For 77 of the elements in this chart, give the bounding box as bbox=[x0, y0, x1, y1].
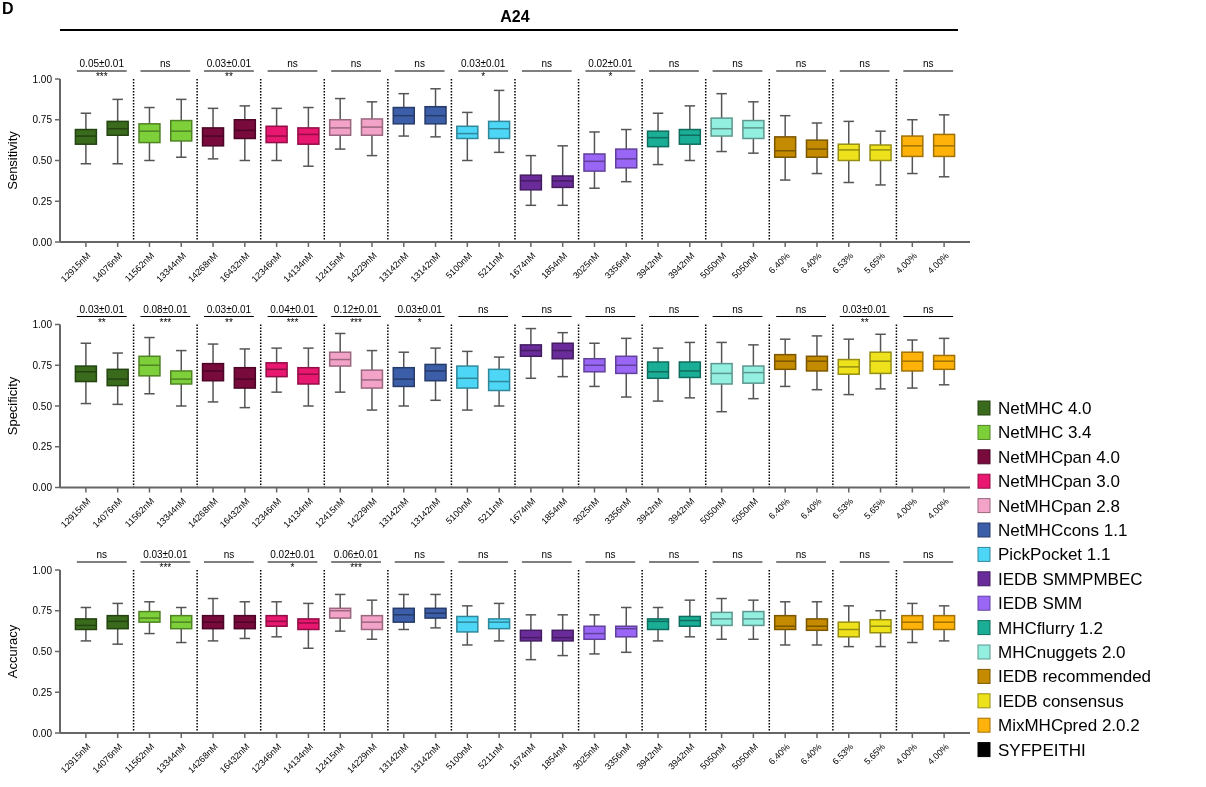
text: ns bbox=[668, 549, 680, 560]
y-tick-label: 1.00 bbox=[32, 319, 53, 330]
y-tick-label: 0.75 bbox=[32, 359, 53, 371]
text: ns bbox=[605, 549, 616, 560]
y-tick-label: 1.00 bbox=[32, 73, 53, 85]
text: ns bbox=[922, 58, 934, 69]
chart-subtitle: D bbox=[2, 0, 14, 17]
legend-label: NetMHCcons 1.1 bbox=[998, 520, 1128, 540]
legend-label: PickPocket 1.1 bbox=[998, 545, 1111, 565]
text: ns bbox=[287, 58, 298, 69]
y-tick-label: 0.25 bbox=[32, 195, 53, 207]
legend-label: NetMHC 3.4 bbox=[998, 423, 1092, 443]
annotation: 0.03±0.01 *** bbox=[143, 549, 188, 573]
y-tick-label: 0.00 bbox=[32, 236, 53, 248]
text: ns bbox=[477, 549, 489, 560]
y-tick-label: 0.75 bbox=[32, 114, 53, 126]
legend-label: NetMHC 4.0 bbox=[998, 398, 1092, 418]
text: ns bbox=[541, 58, 553, 69]
legend-label: NetMHCpan 2.8 bbox=[998, 496, 1120, 516]
text: ns bbox=[795, 549, 807, 560]
annotation: 0.02±0.01 * bbox=[588, 58, 633, 82]
y-tick-label: 0.75 bbox=[32, 605, 53, 617]
y-tick-label: 0.00 bbox=[32, 482, 53, 493]
annotation: 0.12±0.01 *** bbox=[333, 303, 379, 328]
text: ns bbox=[605, 303, 616, 315]
text: ns bbox=[414, 58, 425, 69]
legend-label: MixMHCpred 2.0.2 bbox=[998, 716, 1140, 736]
text: ns bbox=[732, 303, 743, 315]
text: ns bbox=[859, 549, 870, 560]
text: ns bbox=[668, 58, 680, 69]
y-tick-label: 0.25 bbox=[32, 686, 53, 698]
annotation: 0.03±0.01 ** bbox=[842, 303, 888, 328]
y-axis-title: Sensitivity bbox=[5, 130, 20, 190]
y-tick-label: 0.00 bbox=[32, 727, 53, 739]
y-tick-label: 0.50 bbox=[32, 400, 53, 412]
text: ns bbox=[96, 549, 108, 560]
annotation: 0.04±0.01 *** bbox=[270, 303, 316, 328]
annotation: 0.03±0.01 ** bbox=[206, 303, 252, 328]
text: ns bbox=[795, 58, 807, 69]
text: ns bbox=[541, 549, 553, 560]
y-tick-label: 1.00 bbox=[32, 564, 53, 576]
annotation: 0.08±0.01 *** bbox=[143, 303, 188, 328]
annotation: 0.06±0.01 *** bbox=[333, 549, 379, 573]
text: ns bbox=[795, 303, 807, 315]
text: ns bbox=[477, 303, 489, 315]
annotation: 0.03±0.01 ** bbox=[79, 303, 125, 328]
chart-title: A24 bbox=[500, 8, 530, 25]
text: ns bbox=[223, 549, 235, 560]
legend-label: NetMHCpan 4.0 bbox=[998, 447, 1120, 467]
y-axis-title: Accuracy bbox=[5, 624, 20, 679]
legend-label: MHCnuggets 2.0 bbox=[998, 642, 1126, 662]
legend-label: SYFPEITHI bbox=[998, 740, 1086, 760]
y-tick-label: 0.25 bbox=[32, 441, 53, 453]
text: ns bbox=[350, 58, 362, 69]
text: ns bbox=[922, 549, 934, 560]
text: ns bbox=[541, 303, 553, 315]
text: ns bbox=[922, 303, 934, 315]
y-axis-title: Specificity bbox=[5, 376, 20, 436]
annotation: 0.02±0.01 * bbox=[270, 549, 316, 573]
text: ns bbox=[859, 58, 870, 69]
legend-label: NetMHCpan 3.0 bbox=[998, 472, 1120, 492]
legend-label: IEDB SMMPMBEC bbox=[998, 569, 1143, 589]
annotation: 0.03±0.01 * bbox=[461, 58, 506, 82]
legend-label: IEDB recommended bbox=[998, 667, 1152, 687]
text: ns bbox=[668, 303, 680, 315]
annotation: 0.05±0.01 *** bbox=[79, 58, 125, 82]
text: ns bbox=[160, 58, 171, 69]
legend-label: MHCflurry 1.2 bbox=[998, 618, 1103, 638]
annotation: 0.03±0.01 ** bbox=[206, 58, 252, 82]
annotation: 0.03±0.01 * bbox=[397, 303, 443, 328]
text: ns bbox=[414, 549, 425, 560]
legend-label: IEDB SMM bbox=[998, 594, 1083, 614]
text: ns bbox=[732, 58, 743, 69]
text: ns bbox=[732, 549, 743, 560]
y-tick-label: 0.50 bbox=[32, 155, 53, 166]
y-tick-label: 0.50 bbox=[32, 646, 53, 657]
legend-label: IEDB consensus bbox=[998, 691, 1124, 711]
